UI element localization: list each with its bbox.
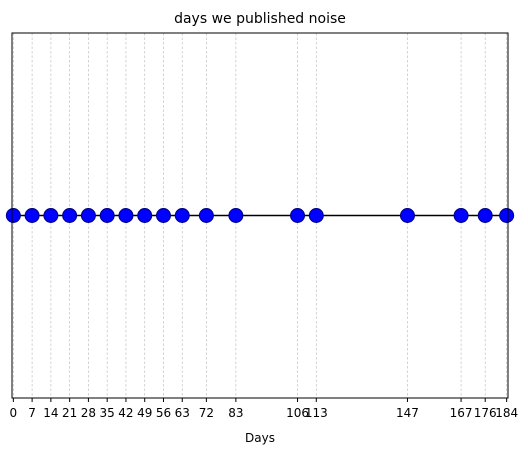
x-axis-label: Days [245, 431, 275, 445]
x-tick-label: 42 [118, 406, 133, 420]
x-tick-label: 113 [305, 406, 328, 420]
x-tick-label: 49 [137, 406, 152, 420]
x-tick-label: 35 [100, 406, 115, 420]
x-tick-label: 83 [228, 406, 243, 420]
data-point [80, 208, 96, 223]
plot-frame [11, 32, 509, 399]
data-point [137, 208, 153, 223]
x-tick-label: 63 [175, 406, 190, 420]
data-points [5, 208, 515, 223]
data-point [43, 208, 59, 223]
data-point [99, 208, 115, 223]
data-point [24, 208, 40, 223]
x-tick-label: 14 [43, 406, 58, 420]
data-point [62, 208, 78, 223]
data-point [399, 208, 415, 223]
x-tick-label: 0 [10, 406, 18, 420]
data-point [477, 208, 493, 223]
data-point [155, 208, 171, 223]
data-point [499, 208, 515, 223]
x-tick-label: 56 [156, 406, 171, 420]
x-tick-label: 147 [396, 406, 419, 420]
chart-title: days we published noise [174, 11, 346, 27]
data-point [308, 208, 324, 223]
data-point [174, 208, 190, 223]
x-tick-label: 28 [81, 406, 96, 420]
data-point [118, 208, 134, 223]
x-tick-label: 106 [286, 406, 309, 420]
x-tick-label: 72 [199, 406, 214, 420]
data-point [228, 208, 244, 223]
x-tick-label: 176 [474, 406, 497, 420]
x-tick-label: 21 [62, 406, 77, 420]
data-point [198, 208, 214, 223]
x-tick-label: 184 [495, 406, 518, 420]
data-point [453, 208, 469, 223]
data-point [5, 208, 21, 223]
x-tick-label: 7 [28, 406, 36, 420]
data-point [290, 208, 306, 223]
x-tick-label: 167 [450, 406, 473, 420]
